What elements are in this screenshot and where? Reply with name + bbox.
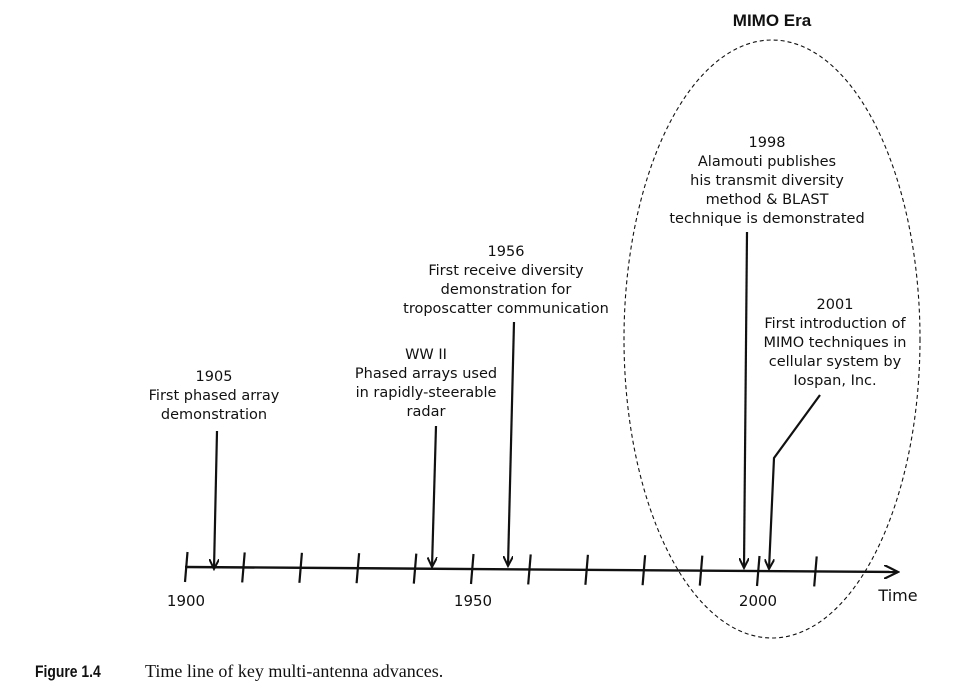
axis-tick-1920 xyxy=(298,552,303,583)
event-1956-line: troposcatter communication xyxy=(403,301,609,317)
event-1956-arrow xyxy=(508,321,516,566)
tick-label-1950: 1950 xyxy=(454,592,492,610)
event-1998: 1998 Alamouti publishes his transmit div… xyxy=(669,135,865,568)
axis-tick-1900 xyxy=(183,551,189,583)
axis-title: Time xyxy=(877,586,917,605)
event-2001-line: cellular system by xyxy=(769,354,902,370)
event-1956: 1956 First receive diversity demonstrati… xyxy=(403,244,609,566)
event-2001-arrow xyxy=(769,394,821,569)
figure-number: Figure 1.4 xyxy=(35,663,101,682)
event-2001-line: Iospan, Inc. xyxy=(793,373,876,389)
event-ww2-title: WW II xyxy=(405,347,447,363)
mimo-era-ellipse xyxy=(623,39,921,639)
event-2001-year: 2001 xyxy=(817,297,854,313)
axis-tick-1940 xyxy=(412,553,418,584)
axis-tick-1960 xyxy=(527,554,532,585)
event-ww2-arrow xyxy=(432,425,436,567)
tick-label-2000: 2000 xyxy=(739,592,777,610)
axis-tick-1930 xyxy=(355,553,361,584)
event-1998-line: Alamouti publishes xyxy=(698,154,836,170)
event-2001: 2001 First introduction of MIMO techniqu… xyxy=(763,297,907,569)
axis-tick-2000 xyxy=(755,555,761,587)
axis-ticks xyxy=(183,551,818,587)
figure-caption: Time line of key multi-antenna advances. xyxy=(145,661,443,681)
axis-tick-1980 xyxy=(641,555,647,586)
axis-tick-2010 xyxy=(813,556,818,587)
event-2001-line: First introduction of xyxy=(764,316,906,332)
event-2001-line: MIMO techniques in xyxy=(763,335,906,351)
tick-label-1900: 1900 xyxy=(167,592,205,610)
mimo-era-title: MIMO Era xyxy=(733,11,812,30)
event-ww2: WW II Phased arrays used in rapidly-stee… xyxy=(355,347,497,567)
event-1905-year: 1905 xyxy=(196,369,233,385)
event-1998-line: technique is demonstrated xyxy=(669,211,864,227)
event-1905-line: First phased array xyxy=(149,388,280,404)
timeline-axis xyxy=(184,567,898,572)
event-1905-line: demonstration xyxy=(161,407,267,423)
event-1905-arrow xyxy=(214,430,217,569)
event-1998-arrow xyxy=(744,231,747,568)
axis-tick-1910 xyxy=(241,552,246,583)
event-1905: 1905 First phased array demonstration xyxy=(149,369,280,569)
event-1998-year: 1998 xyxy=(749,135,786,151)
event-1998-line: method & BLAST xyxy=(706,192,829,208)
event-1956-year: 1956 xyxy=(488,244,525,260)
event-1956-line: First receive diversity xyxy=(428,263,584,279)
event-ww2-line: radar xyxy=(407,404,446,420)
event-ww2-line: in rapidly-steerable xyxy=(356,385,497,401)
axis-tick-1990 xyxy=(698,555,704,586)
axis-tick-1970 xyxy=(584,554,589,585)
event-1998-line: his transmit diversity xyxy=(690,173,844,189)
event-1956-line: demonstration for xyxy=(441,282,572,298)
axis-tick-1950 xyxy=(469,553,475,585)
event-ww2-line: Phased arrays used xyxy=(355,366,497,382)
